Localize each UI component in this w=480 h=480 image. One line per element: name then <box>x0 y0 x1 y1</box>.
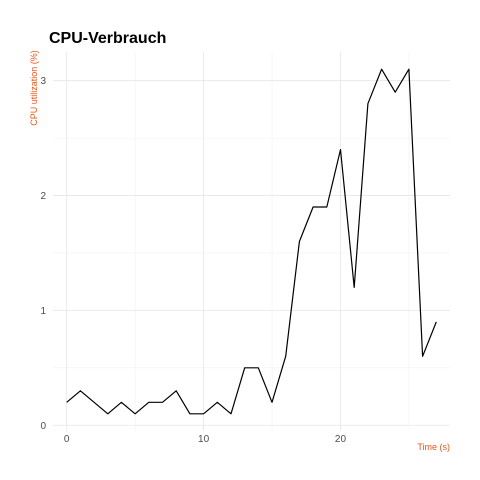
tick-labels: 0 10 20 0 1 2 3 <box>40 76 346 445</box>
x-tick-label: 0 <box>64 434 70 445</box>
chart-title: CPU-Verbrauch <box>49 30 166 47</box>
y-tick-label: 1 <box>40 306 46 317</box>
y-tick-label: 0 <box>40 421 46 432</box>
grid <box>53 52 450 431</box>
y-tick-label: 2 <box>40 191 46 202</box>
series-layer <box>66 68 437 415</box>
x-tick-label: 20 <box>335 434 347 445</box>
x-axis-label: Time (s) <box>417 442 450 452</box>
cpu-series-line <box>66 68 437 415</box>
y-tick-label: 3 <box>40 76 46 87</box>
y-axis-label: CPU utilization (%) <box>29 50 39 126</box>
x-tick-label: 10 <box>198 434 210 445</box>
